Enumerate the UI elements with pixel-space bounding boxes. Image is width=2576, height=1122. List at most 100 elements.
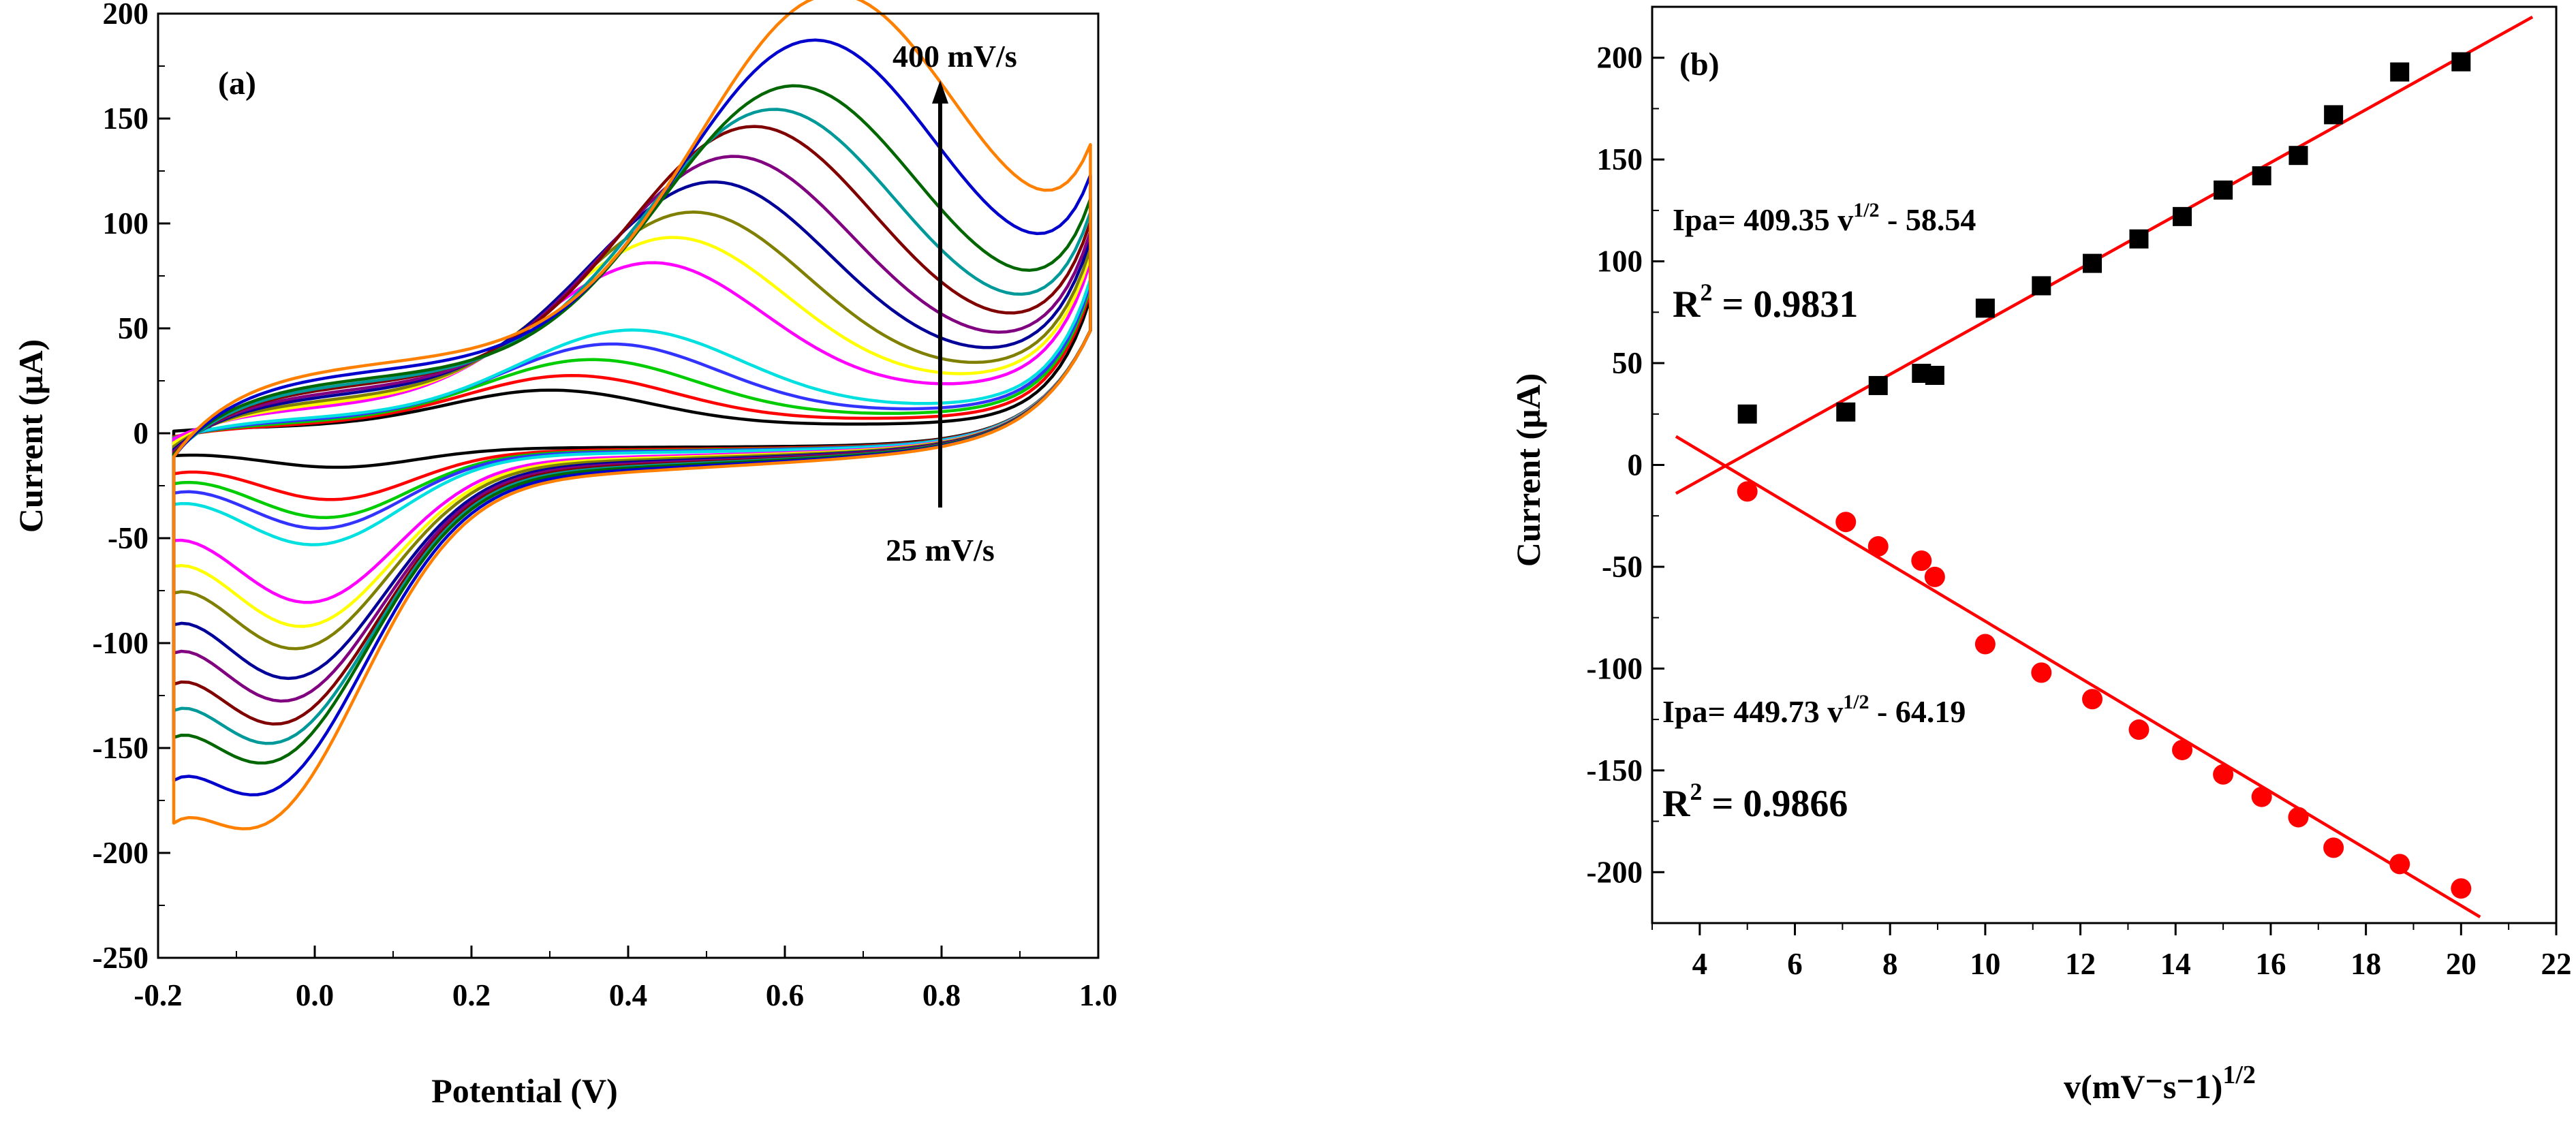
panel-b-y-axis-label: Current (μA) bbox=[1509, 373, 1547, 567]
panel-b-y-tick-label: -100 bbox=[1587, 651, 1643, 685]
cv-curve bbox=[172, 211, 1092, 651]
cv-curve bbox=[172, 236, 1092, 628]
panel-a-x-tick-label: 0.4 bbox=[609, 978, 647, 1012]
panel-b-y-tick-label: 100 bbox=[1597, 245, 1643, 279]
panel-a-x-tick-label: 0.0 bbox=[296, 978, 334, 1012]
cathodic-data-point bbox=[2128, 719, 2150, 741]
panel-b-y-tick-label: 50 bbox=[1612, 346, 1643, 380]
cathodic-data-point bbox=[2323, 837, 2344, 858]
panel-a-label: (a) bbox=[218, 65, 256, 102]
cathodic-data-point bbox=[1867, 536, 1889, 557]
cathodic-equation-main: Ipa= 449.73 v bbox=[1662, 694, 1843, 729]
anodic-data-point bbox=[2214, 181, 2233, 200]
anodic-data-point bbox=[2173, 206, 2192, 226]
cathodic-data-point bbox=[1974, 634, 1996, 655]
cathodic-data-point bbox=[2251, 786, 2272, 807]
panel-b-x-tick-label: 4 bbox=[1692, 947, 1708, 981]
cathodic-data-point bbox=[1911, 550, 1932, 571]
panel-b-y-tick-label: -150 bbox=[1587, 753, 1643, 788]
anodic-fit-line bbox=[1675, 15, 2534, 495]
panel-a-x-tick-label: 0.6 bbox=[766, 978, 804, 1012]
anodic-data-point bbox=[2129, 229, 2149, 249]
panel-b-x-tick-label: 8 bbox=[1882, 947, 1898, 981]
panel-a-y-axis-label: Current (μA) bbox=[12, 339, 50, 533]
panel-b-x-label-main: v(mV⁻s⁻1) bbox=[2064, 1068, 2222, 1106]
cathodic-fit-equation: Ipa= 449.73 v1/2 - 64.19 bbox=[1662, 691, 1966, 729]
cv-chart-panel-a: 200 150 100 50 0 -50 -100 -150 -200 -250-0.2 0.0 0.… bbox=[12, 0, 1117, 1110]
panel-a-y-tick-label: 0 bbox=[134, 416, 149, 450]
panel-b-y-tick-label: 200 bbox=[1597, 41, 1643, 75]
panel-b-y-tick-label: -200 bbox=[1587, 855, 1643, 889]
cathodic-data-point bbox=[2213, 764, 2234, 785]
panel-a-x-axis-label: Potential (V) bbox=[431, 1072, 618, 1110]
scan-rate-top-label: 400 mV/s bbox=[893, 39, 1017, 74]
cathodic-data-point bbox=[2031, 662, 2052, 683]
panel-b-x-tick-label: 20 bbox=[2446, 947, 2477, 981]
panel-b-y-tick-label: 0 bbox=[1628, 448, 1643, 482]
anodic-data-point bbox=[2288, 146, 2308, 166]
panel-b-x-label-sup: 1/2 bbox=[2222, 1061, 2256, 1089]
anodic-data-point bbox=[2324, 105, 2344, 125]
panel-b-x-tick-label: 6 bbox=[1787, 947, 1803, 981]
cv-curve bbox=[172, 180, 1092, 681]
anodic-data-point bbox=[2252, 166, 2271, 186]
cv-curves bbox=[172, 0, 1092, 830]
anodic-data-point bbox=[2451, 52, 2471, 72]
panel-b-x-tick-label: 18 bbox=[2350, 947, 2381, 981]
anodic-data-point bbox=[2032, 276, 2051, 296]
panel-b-y-tick-label: 150 bbox=[1597, 142, 1643, 176]
panel-b-x-tick-label: 12 bbox=[2065, 947, 2096, 981]
panel-b-x-axis-label: v(mV⁻s⁻1)1/2 bbox=[2064, 1061, 2256, 1106]
cathodic-data-point bbox=[2288, 807, 2309, 828]
panel-a-frame bbox=[157, 12, 1100, 959]
panel-b-x-tick-label: 14 bbox=[2160, 947, 2191, 981]
cathodic-r-squared: R2 = 0.9866 bbox=[1662, 778, 1848, 825]
anodic-r-squared: R2 = 0.9831 bbox=[1673, 279, 1858, 326]
panel-a-y-tick-label: -50 bbox=[108, 521, 149, 555]
cathodic-data-point bbox=[2172, 739, 2193, 760]
panel-a-x-tick-label: -0.2 bbox=[134, 978, 182, 1012]
scan-rate-arrow-head bbox=[932, 80, 948, 104]
cathodic-equation-tail: - 64.19 bbox=[1869, 694, 1966, 729]
cathodic-data-point bbox=[2082, 689, 2103, 710]
anodic-r-label: R bbox=[1673, 283, 1701, 326]
data-points bbox=[1737, 52, 2472, 899]
anodic-data-point bbox=[2083, 253, 2102, 273]
panel-b-label: (b) bbox=[1679, 46, 1720, 82]
anodic-r-sup: 2 bbox=[1700, 279, 1712, 306]
cathodic-data-point bbox=[1924, 566, 1945, 587]
panel-a-y-tick-label: -200 bbox=[93, 836, 149, 870]
panel-a-y-tick-label: 200 bbox=[103, 0, 149, 31]
cathodic-r-value: = 0.9866 bbox=[1702, 783, 1848, 825]
panel-b-x-tick-label: 22 bbox=[2541, 947, 2572, 981]
cathodic-r-sup: 2 bbox=[1690, 778, 1702, 805]
cathodic-equation-sup: 1/2 bbox=[1843, 691, 1869, 713]
cathodic-data-point bbox=[2389, 854, 2410, 875]
cathodic-fit-line bbox=[1675, 435, 2481, 918]
panel-a-y-tick-label: -150 bbox=[93, 731, 149, 765]
cv-curve bbox=[172, 0, 1092, 830]
anodic-data-point bbox=[2390, 62, 2410, 82]
panel-a-axes: 200 150 100 50 0 -50 -100 -150 -200 -250-0.2 0.0 0.… bbox=[93, 0, 1118, 1012]
anodic-data-point bbox=[1975, 298, 1995, 318]
panel-b-x-tick-label: 10 bbox=[1970, 947, 2000, 981]
panel-b-y-tick-label: -50 bbox=[1602, 550, 1643, 584]
panel-a-y-tick-label: 100 bbox=[103, 206, 149, 240]
cv-curve bbox=[172, 108, 1092, 745]
scan-rate-bottom-label: 25 mV/s bbox=[886, 533, 995, 567]
anodic-data-point bbox=[1836, 402, 1856, 422]
anodic-equation-main: Ipa= 409.35 v bbox=[1673, 202, 1853, 237]
panel-a-y-tick-label: -100 bbox=[93, 626, 149, 660]
panel-b-axes: 200 150 100 50 0 -50 -100 -150 -200 4 6 8 10 12 14 16 18… bbox=[1587, 5, 2572, 981]
panel-a-y-tick-label: -250 bbox=[93, 941, 149, 975]
anodic-equation-tail: - 58.54 bbox=[1880, 202, 1976, 237]
panel-b-x-tick-label: 16 bbox=[2255, 947, 2286, 981]
anodic-r-value: = 0.9831 bbox=[1712, 283, 1858, 326]
anodic-equation-sup: 1/2 bbox=[1853, 199, 1879, 221]
cathodic-data-point bbox=[2451, 878, 2472, 899]
anodic-data-point bbox=[1925, 365, 1944, 385]
panel-a-x-tick-label: 1.0 bbox=[1079, 978, 1117, 1012]
scatter-chart-panel-b: 200 150 100 50 0 -50 -100 -150 -200 4 6 8 10 12 14 16 18… bbox=[1509, 5, 2572, 1106]
panel-a-y-tick-label: 50 bbox=[118, 311, 149, 345]
panel-a-y-tick-label: 150 bbox=[103, 102, 149, 136]
